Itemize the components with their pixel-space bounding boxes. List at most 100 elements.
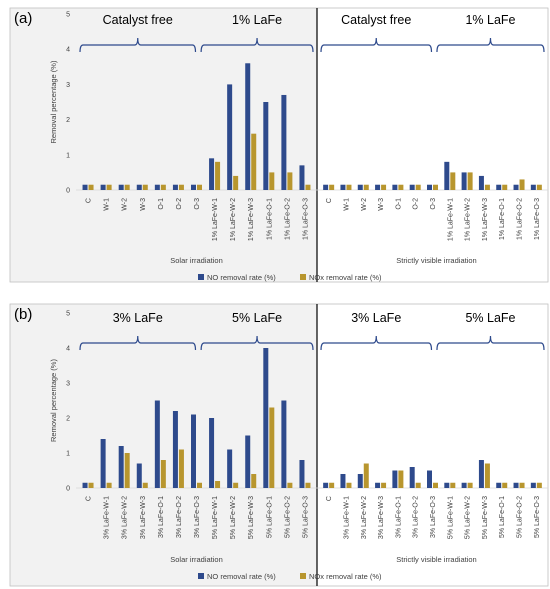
bar-no — [340, 474, 346, 488]
category-label: O-3 — [430, 198, 437, 210]
bar-no — [136, 463, 142, 488]
bar-nox — [519, 179, 525, 190]
bar-no — [375, 482, 381, 488]
category-label: 5% LaFe-W-1 — [447, 496, 454, 539]
bar-nox — [502, 184, 508, 190]
bar-nox — [329, 184, 335, 190]
category-label: 1% LaFe-O-3 — [302, 198, 309, 240]
legend-label: NOx removal rate (%) — [309, 273, 382, 282]
group-header: 5% LaFe — [465, 311, 515, 325]
bar-no — [340, 184, 346, 190]
bar-nox — [215, 161, 221, 190]
bar-no — [409, 467, 415, 488]
bar-no — [299, 165, 305, 190]
category-label: 5% LaFe-W-3 — [248, 496, 255, 539]
section-label: Solar irradiation — [170, 256, 223, 265]
bar-nox — [106, 184, 112, 190]
group-brace — [200, 335, 314, 351]
bar-no — [209, 418, 215, 488]
bar-no — [245, 435, 251, 488]
bar-no — [118, 446, 124, 488]
bar-nox — [484, 463, 490, 488]
category-label: 5% LaFe-O-3 — [302, 496, 309, 538]
category-label: 1% LaFe-O-3 — [534, 198, 541, 240]
bar-no — [461, 172, 467, 190]
category-label: O-2 — [176, 198, 183, 210]
legend-swatch-nox — [300, 573, 306, 579]
category-label: 1% LaFe-W-1 — [212, 198, 219, 241]
bar-nox — [215, 481, 221, 488]
category-label: 3% LaFe-O-2 — [176, 496, 183, 538]
category-label: C — [326, 496, 333, 501]
bar-nox — [398, 470, 404, 488]
bar-nox — [124, 184, 130, 190]
bar-nox — [233, 482, 239, 488]
y-axis-label: Removal percentage (%) — [49, 359, 58, 442]
bar-nox — [178, 184, 184, 190]
bar-no — [513, 482, 519, 488]
category-label: 1% LaFe-O-2 — [517, 198, 524, 240]
category-label: 3% LaFe-O-1 — [395, 496, 402, 538]
bar-nox — [536, 184, 542, 190]
bar-no — [323, 482, 329, 488]
bar-no — [172, 411, 178, 488]
category-label: 3% LaFe-O-3 — [430, 496, 437, 538]
bar-nox — [346, 482, 352, 488]
y-tick-label: 1 — [66, 451, 70, 458]
category-label: W-3 — [378, 198, 385, 211]
category-label: 3% LaFe-O-2 — [413, 496, 420, 538]
group-header: 3% LaFe — [113, 311, 163, 325]
bar-no — [444, 482, 450, 488]
bar-no — [191, 184, 196, 190]
bar-nox — [433, 482, 438, 488]
bar-no — [191, 414, 196, 488]
bar-nox — [124, 453, 130, 488]
category-label: 1% LaFe-W-3 — [482, 198, 489, 241]
bar-no — [100, 184, 106, 190]
category-label: C — [86, 496, 93, 501]
bar-no — [323, 184, 329, 190]
category-label: 3% LaFe-W-3 — [378, 496, 385, 539]
bar-nox — [415, 184, 421, 190]
category-label: 3% LaFe-W-2 — [361, 496, 368, 539]
y-tick-label: 3 — [66, 381, 70, 388]
group-brace — [200, 37, 314, 53]
bar-nox — [398, 184, 404, 190]
category-label: C — [86, 198, 93, 203]
bar-no — [478, 460, 484, 488]
bar-no — [496, 482, 502, 488]
bar-nox — [197, 184, 202, 190]
group-brace — [320, 335, 433, 351]
category-label: 5% LaFe-O-2 — [517, 496, 524, 538]
bar-nox — [287, 172, 293, 190]
category-label: 1% LaFe-W-2 — [465, 198, 472, 241]
bar-no — [172, 184, 178, 190]
bar-no — [227, 84, 233, 190]
group-header: Catalyst free — [341, 13, 411, 27]
category-label: 5% LaFe-O-3 — [534, 496, 541, 538]
bar-nox — [251, 133, 257, 190]
category-label: O-2 — [413, 198, 420, 210]
bar-nox — [88, 482, 94, 488]
y-tick-label: 5 — [66, 12, 70, 19]
bar-nox — [233, 175, 239, 190]
group-header: 1% LaFe — [232, 13, 282, 27]
y-tick-label: 4 — [66, 47, 70, 54]
panel-label: (b) — [14, 306, 32, 323]
category-label: 5% LaFe-W-1 — [212, 496, 219, 539]
bar-nox — [305, 482, 311, 488]
legend-label: NOx removal rate (%) — [309, 572, 382, 581]
category-label: 1% LaFe-W-1 — [447, 198, 454, 241]
bar-nox — [178, 449, 184, 488]
bar-nox — [536, 482, 542, 488]
group-brace — [436, 335, 545, 351]
section-label: Solar irradiation — [170, 555, 223, 564]
bar-no — [209, 158, 215, 190]
group-header: Catalyst free — [103, 13, 173, 27]
bar-nox — [160, 460, 166, 488]
y-tick-label: 5 — [66, 311, 70, 318]
group-brace — [320, 37, 433, 53]
panel-label: (a) — [14, 10, 32, 27]
bar-no — [409, 184, 415, 190]
